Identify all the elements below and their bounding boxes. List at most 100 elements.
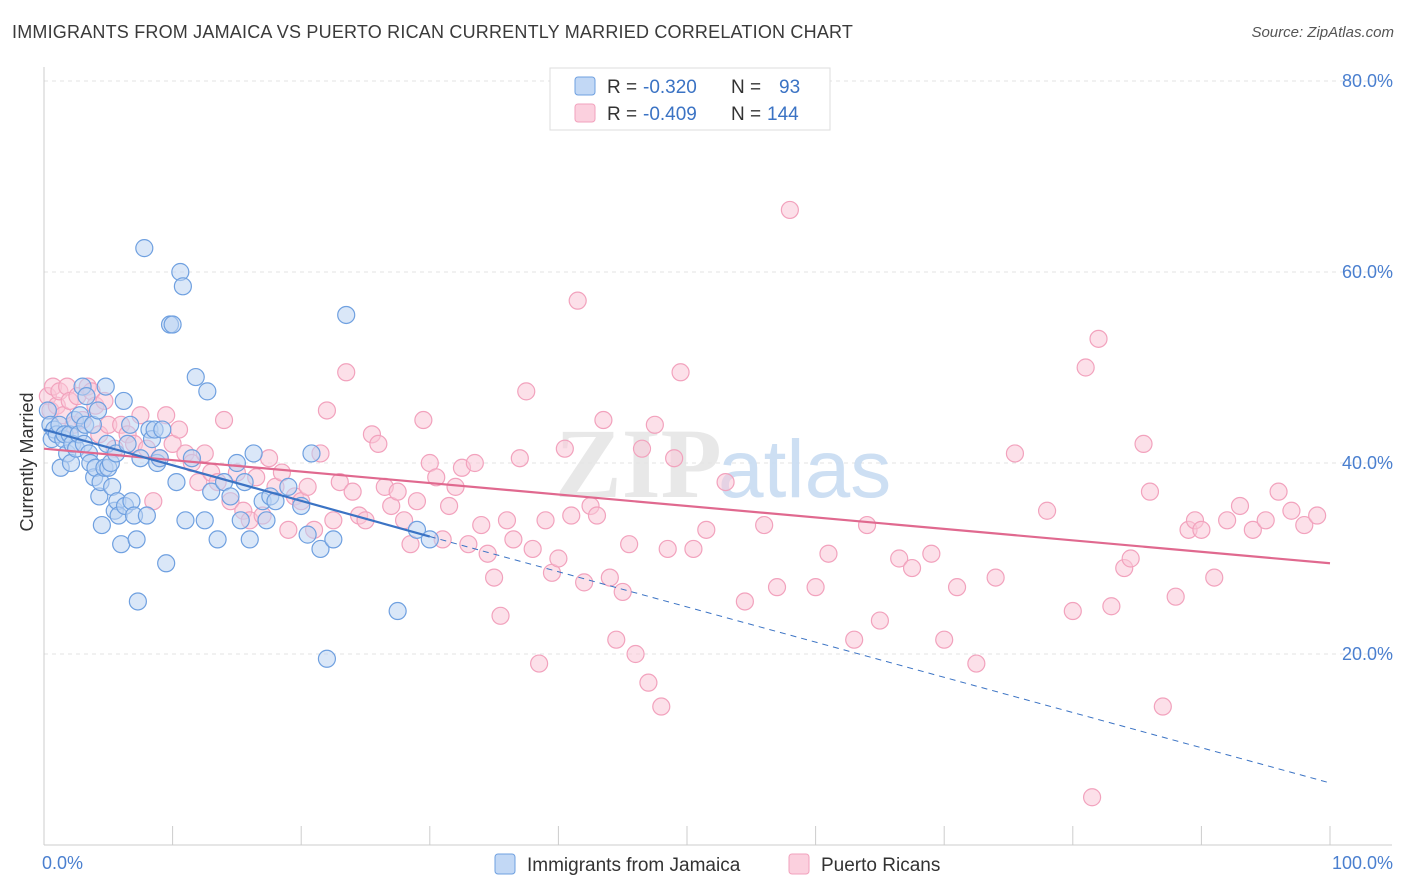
data-point-jamaica [163,315,182,334]
data-point-puerto-ricans [427,468,446,487]
data-point-puerto-ricans [671,363,690,382]
legend-bottom-swatch-jamaica [494,853,516,875]
data-point-puerto-ricans [767,578,787,597]
data-point-puerto-ricans [1005,444,1025,463]
data-point-puerto-ricans [330,473,349,492]
data-point-puerto-ricans [986,568,1005,587]
data-point-jamaica [202,482,221,501]
data-point-jamaica [257,511,276,530]
legend-bottom-swatch-pr [788,853,810,875]
data-point-puerto-ricans [414,410,433,430]
data-point-puerto-ricans [324,511,343,530]
data-point-puerto-ricans [169,420,189,439]
data-point-puerto-ricans [472,515,491,535]
data-point-puerto-ricans [806,578,825,597]
data-point-puerto-ricans [478,544,497,563]
data-point-puerto-ricans [459,535,478,554]
data-point-puerto-ricans [594,410,613,430]
data-point-puerto-ricans [1121,549,1140,568]
data-point-puerto-ricans [523,539,542,559]
data-point-puerto-ricans [497,511,517,530]
data-point-puerto-ricans [645,415,664,434]
data-point-puerto-ricans [780,200,799,220]
data-point-jamaica [88,401,108,420]
data-point-puerto-ricans [259,449,279,468]
data-point-jamaica [324,530,343,549]
x-tick-label: 100.0% [1332,853,1393,873]
grid-lines [44,80,1392,655]
data-point-jamaica [388,601,407,621]
data-point-puerto-ricans [890,549,909,568]
data-point-jamaica [118,434,137,453]
data-point-puerto-ricans [1282,501,1301,520]
y-axis-label: Currently Married [17,392,37,531]
chart-source: Source: ZipAtlas.com [1251,24,1394,41]
data-point-jamaica [112,535,131,554]
watermark: ZIP atlas [555,408,891,519]
legend-r-label-2: R = [607,104,637,125]
data-point-puerto-ricans [632,439,652,458]
data-point-puerto-ricans [870,611,890,630]
data-point-puerto-ricans [555,439,574,458]
data-point-jamaica [420,530,439,549]
data-point-puerto-ricans [530,654,549,673]
data-point-jamaica [182,449,201,468]
tick-labels: 20.0% 40.0% 60.0% 80.0% 0.0% 100.0% [42,71,1393,873]
data-point-puerto-ricans [1063,601,1082,621]
data-point-jamaica [127,530,146,549]
trend-line-puerto-ricans [43,447,1331,565]
x-tick-label: 0.0% [42,853,83,873]
data-point-puerto-ricans [343,482,362,501]
legend-swatch-pr [574,103,596,123]
data-point-jamaica [121,415,140,434]
data-point-puerto-ricans [1153,697,1172,716]
data-point-puerto-ricans [1076,358,1095,377]
legend-n-value-1: 93 [779,77,800,98]
legend-bottom: Immigrants from Jamaica Puerto Ricans [494,853,940,876]
data-point-puerto-ricans [369,434,388,453]
data-point-puerto-ricans [189,473,208,492]
data-point-puerto-ricans [575,573,594,592]
data-point-jamaica [302,444,321,463]
legend-r-value-1: -0.320 [643,77,697,98]
data-point-puerto-ricans [1102,597,1121,616]
legend-r-value-2: -0.409 [643,104,697,125]
data-point-puerto-ricans [819,544,838,563]
data-point-puerto-ricans [1295,515,1314,535]
data-point-jamaica [176,511,195,530]
data-point-puerto-ricans [947,578,967,597]
y-tick-label: 20.0% [1342,644,1393,664]
data-point-puerto-ricans [845,630,864,649]
trend-line-jamaica-extension [429,536,1331,784]
data-point-puerto-ricans [485,568,504,587]
data-point-puerto-ricans [317,401,337,420]
data-point-puerto-ricans [491,606,510,625]
data-point-jamaica [92,515,111,535]
y-tick-label: 60.0% [1342,262,1393,282]
legend-box [549,67,831,131]
data-point-jamaica [198,382,217,401]
data-point-puerto-ricans [652,697,671,716]
data-point-puerto-ricans [1308,506,1327,525]
data-point-puerto-ricans [735,592,754,611]
data-point-puerto-ricans [1205,568,1224,587]
data-point-jamaica [153,420,172,439]
data-point-puerto-ricans [1230,496,1250,516]
data-point-puerto-ricans [587,506,607,525]
data-point-jamaica [77,387,96,406]
data-point-puerto-ricans [510,449,529,468]
data-point-puerto-ricans [439,496,459,516]
legend-swatch-jamaica [574,76,596,96]
data-point-jamaica [240,530,259,549]
data-point-jamaica [311,539,330,559]
data-point-puerto-ricans [1192,520,1211,539]
data-point-jamaica [157,554,176,573]
data-point-jamaica [167,473,186,492]
data-point-jamaica [317,649,337,668]
data-point-jamaica [279,477,298,496]
data-point-puerto-ricans [568,291,587,310]
data-point-puerto-ricans [1134,434,1153,453]
legend-r-label-1: R = [607,77,637,98]
data-point-jamaica [208,530,227,549]
